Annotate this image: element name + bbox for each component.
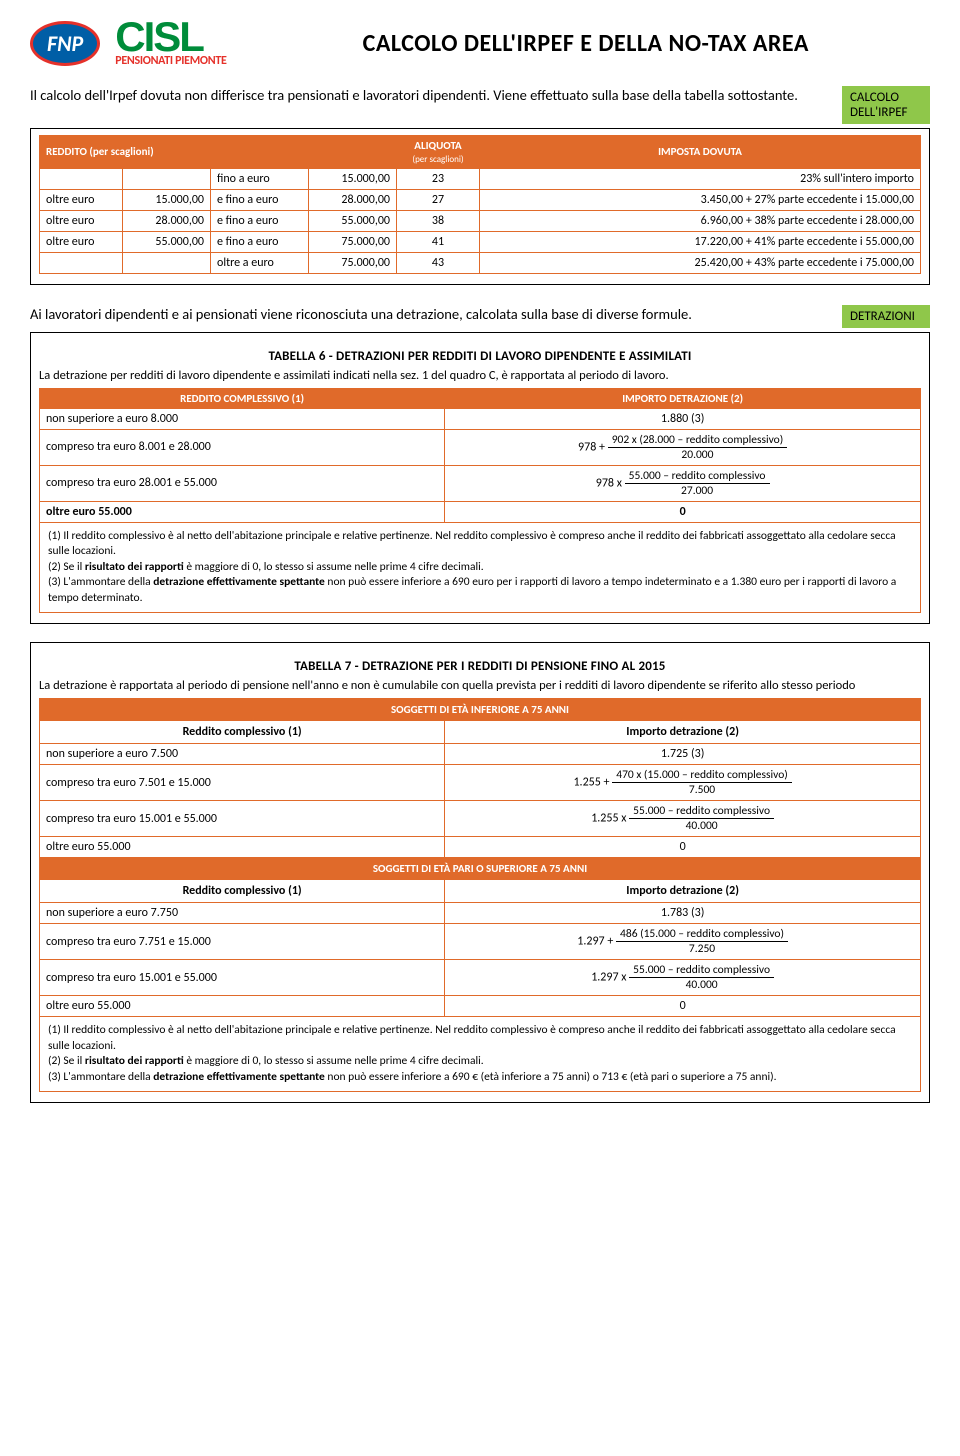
t6-h1: REDDITO COMPLESSIVO (1) — [40, 388, 445, 408]
t7-intro: La detrazione è rapportata al periodo di… — [39, 678, 921, 693]
table-row: compreso tra euro 7.501 e 15.0001.255 + … — [40, 765, 921, 801]
t7-sec2: SOGGETTI DI ETÀ PARI O SUPERIORE A 75 AN… — [40, 858, 921, 880]
t6-title: TABELLA 6 - DETRAZIONI PER REDDITI DI LA… — [39, 349, 921, 364]
t7-sec1: SOGGETTI DI ETÀ INFERIORE A 75 ANNI — [40, 699, 921, 721]
note-line: (2) Se il risultato dei rapporti è maggi… — [48, 1054, 912, 1070]
fnp-logo: FNP — [30, 21, 100, 66]
page-title: CALCOLO DELL'IRPEF E DELLA NO-TAX AREA — [242, 29, 930, 58]
scaglioni-table: REDDITO (per scaglioni) ALIQUOTA(per sca… — [39, 135, 921, 274]
table-row: compreso tra euro 28.001 e 55.000978 x 5… — [40, 465, 921, 501]
tag-detrazioni: DETRAZIONI — [842, 305, 930, 328]
t6-table: REDDITO COMPLESSIVO (1) IMPORTO DETRAZIO… — [39, 388, 921, 523]
table-row: compreso tra euro 7.751 e 15.0001.297 + … — [40, 924, 921, 960]
t7-h1b: Reddito complessivo (1) — [40, 880, 445, 903]
scaglioni-box: REDDITO (per scaglioni) ALIQUOTA(per sca… — [30, 128, 930, 285]
table-row: non superiore a euro 7.5001.725 (3) — [40, 744, 921, 765]
tabella6-box: TABELLA 6 - DETRAZIONI PER REDDITI DI LA… — [30, 332, 930, 625]
table-row: fino a euro15.000,002323% sull'intero im… — [40, 168, 921, 189]
t7-title: TABELLA 7 - DETRAZIONE PER I REDDITI DI … — [39, 659, 921, 674]
t7-table: SOGGETTI DI ETÀ INFERIORE A 75 ANNI Redd… — [39, 698, 921, 1017]
t7-h1a: Reddito complessivo (1) — [40, 721, 445, 744]
note-line: (3) L'ammontare della detrazione effetti… — [48, 1070, 912, 1086]
tag-calcolo: CALCOLO DELL'IRPEF — [842, 86, 930, 124]
cisl-sub-text: PENSIONATI PIEMONTE — [115, 54, 226, 68]
table-row: non superiore a euro 7.7501.783 (3) — [40, 903, 921, 924]
detrazioni-intro: Ai lavoratori dipendenti e ai pensionati… — [30, 305, 830, 328]
intro-paragraph: Il calcolo dell'Irpef dovuta non differi… — [30, 86, 830, 106]
table-row: non superiore a euro 8.0001.880 (3) — [40, 408, 921, 429]
tabella7-box: TABELLA 7 - DETRAZIONE PER I REDDITI DI … — [30, 642, 930, 1103]
t6-intro: La detrazione per redditi di lavoro dipe… — [39, 368, 921, 383]
cisl-logo: CISL PENSIONATI PIEMONTE — [115, 20, 226, 68]
t7-h2b: Importo detrazione (2) — [445, 880, 921, 903]
table-row: oltre a euro75.000,004325.420,00 + 43% p… — [40, 252, 921, 273]
t6-notes: (1) Il reddito complessivo è al netto de… — [39, 523, 921, 614]
table-row: compreso tra euro 8.001 e 28.000978 + 90… — [40, 429, 921, 465]
table-row: compreso tra euro 15.001 e 55.0001.255 x… — [40, 801, 921, 837]
note-line: (2) Se il risultato dei rapporti è maggi… — [48, 560, 912, 576]
cisl-main-text: CISL — [115, 20, 226, 54]
table-row: compreso tra euro 15.001 e 55.0001.297 x… — [40, 960, 921, 996]
th-imposta: IMPOSTA DOVUTA — [480, 135, 921, 168]
table-row: oltre euro28.000,00e fino a euro55.000,0… — [40, 210, 921, 231]
note-line: (1) Il reddito complessivo è al netto de… — [48, 529, 912, 560]
note-line: (3) L'ammontare della detrazione effetti… — [48, 575, 912, 606]
table-row: oltre euro 55.0000 — [40, 996, 921, 1017]
note-line: (1) Il reddito complessivo è al netto de… — [48, 1023, 912, 1054]
table-row: oltre euro 55.0000 — [40, 501, 921, 522]
table-row: oltre euro 55.0000 — [40, 837, 921, 858]
t7-notes: (1) Il reddito complessivo è al netto de… — [39, 1017, 921, 1092]
t7-h2a: Importo detrazione (2) — [445, 721, 921, 744]
th-reddito: REDDITO (per scaglioni) — [40, 135, 397, 168]
table-row: oltre euro15.000,00e fino a euro28.000,0… — [40, 189, 921, 210]
th-aliquota: ALIQUOTA(per scaglioni) — [397, 135, 480, 168]
table-row: oltre euro55.000,00e fino a euro75.000,0… — [40, 231, 921, 252]
header: FNP CISL PENSIONATI PIEMONTE CALCOLO DEL… — [30, 20, 930, 68]
t6-h2: IMPORTO DETRAZIONE (2) — [445, 388, 921, 408]
